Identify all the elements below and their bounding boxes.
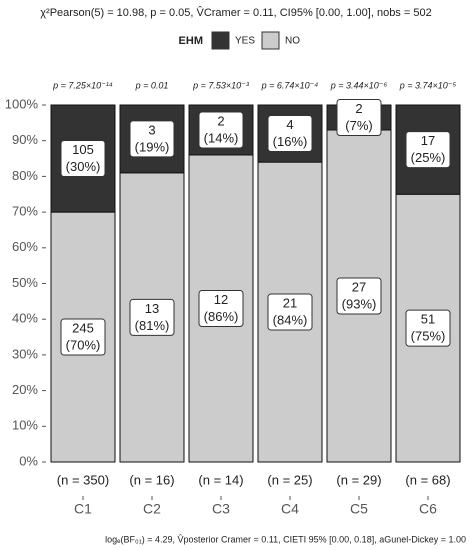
y-tick-label: 40%: [12, 311, 38, 326]
x-tick-label: C1: [74, 501, 92, 517]
count-label: 12: [214, 292, 228, 307]
value-label: (86%): [204, 309, 239, 324]
value-label-box: [198, 289, 244, 327]
y-tick-label: 80%: [12, 168, 38, 183]
value-label-box: [129, 120, 175, 158]
n-label: (n = 68): [405, 472, 450, 487]
count-label: 3: [148, 122, 155, 137]
y-tick-label: 60%: [12, 239, 38, 254]
n-label: (n = 16): [129, 472, 174, 487]
value-label-box: [405, 309, 451, 347]
legend-swatch: [211, 31, 230, 50]
count-label: 51: [421, 312, 435, 327]
chart-subtitle: χ²Pearson(5) = 10.98, p = 0.05, V̂Cramer…: [40, 5, 431, 19]
value-label: (30%): [66, 159, 101, 174]
p-label: p = 7.53×10⁻³: [192, 80, 250, 90]
value-label-box: [129, 298, 175, 336]
y-tick-label: 70%: [12, 204, 38, 219]
x-tick-label: C4: [281, 501, 299, 517]
p-label: p = 6.74×10⁻⁴: [261, 80, 319, 90]
value-label-box: [60, 318, 106, 356]
n-label: (n = 25): [267, 472, 312, 487]
p-label: p = 7.25×10⁻¹⁴: [52, 80, 113, 90]
p-label: p = 0.01: [135, 80, 169, 90]
value-label: (75%): [411, 329, 446, 344]
value-label: (25%): [411, 150, 446, 165]
x-tick-label: C2: [143, 501, 161, 517]
count-label: 21: [283, 295, 297, 310]
value-label: (19%): [135, 139, 170, 154]
value-label: (93%): [342, 296, 377, 311]
count-label: 2: [355, 101, 362, 116]
value-label: (16%): [273, 134, 308, 149]
y-tick-label: 30%: [12, 346, 38, 361]
legend-swatch: [261, 31, 280, 50]
value-label: (84%): [273, 312, 308, 327]
value-label: (7%): [345, 118, 372, 133]
value-label: (14%): [204, 130, 239, 145]
n-label: (n = 350): [57, 472, 109, 487]
value-label-box: [60, 140, 106, 178]
p-label: p = 3.44×10⁻⁶: [330, 80, 388, 90]
legend-label: YES: [235, 36, 255, 47]
y-tick-label: 20%: [12, 382, 38, 397]
count-label: 17: [421, 133, 435, 148]
y-tick-label: 50%: [12, 275, 38, 290]
count-label: 105: [72, 142, 94, 157]
value-label-box: [336, 98, 382, 136]
value-label: (70%): [66, 337, 101, 352]
y-tick-label: 0%: [19, 453, 38, 468]
count-label: 13: [145, 301, 159, 316]
value-label-box: [267, 115, 313, 153]
x-tick-label: C5: [350, 501, 368, 517]
n-label: (n = 29): [336, 472, 381, 487]
value-label-box: [198, 111, 244, 149]
count-label: 245: [72, 320, 94, 335]
legend-title: EHM: [179, 35, 203, 47]
value-label-box: [336, 277, 382, 315]
value-label-box: [267, 293, 313, 331]
count-label: 27: [352, 279, 366, 294]
x-tick-label: C3: [212, 501, 230, 517]
n-label: (n = 14): [198, 472, 243, 487]
legend-label: NO: [285, 36, 300, 47]
y-tick-label: 10%: [12, 418, 38, 433]
p-label: p = 3.74×10⁻⁵: [399, 80, 457, 90]
value-label-box: [405, 131, 451, 169]
value-label: (81%): [135, 318, 170, 333]
y-tick-label: 90%: [12, 132, 38, 147]
caption: logₑ(BF₀₁) = 4.29, V̂posterior Cramer = …: [105, 534, 466, 544]
count-label: 2: [217, 113, 224, 128]
count-label: 4: [286, 117, 293, 132]
y-tick-label: 100%: [5, 96, 39, 111]
x-tick-label: C6: [419, 501, 437, 517]
